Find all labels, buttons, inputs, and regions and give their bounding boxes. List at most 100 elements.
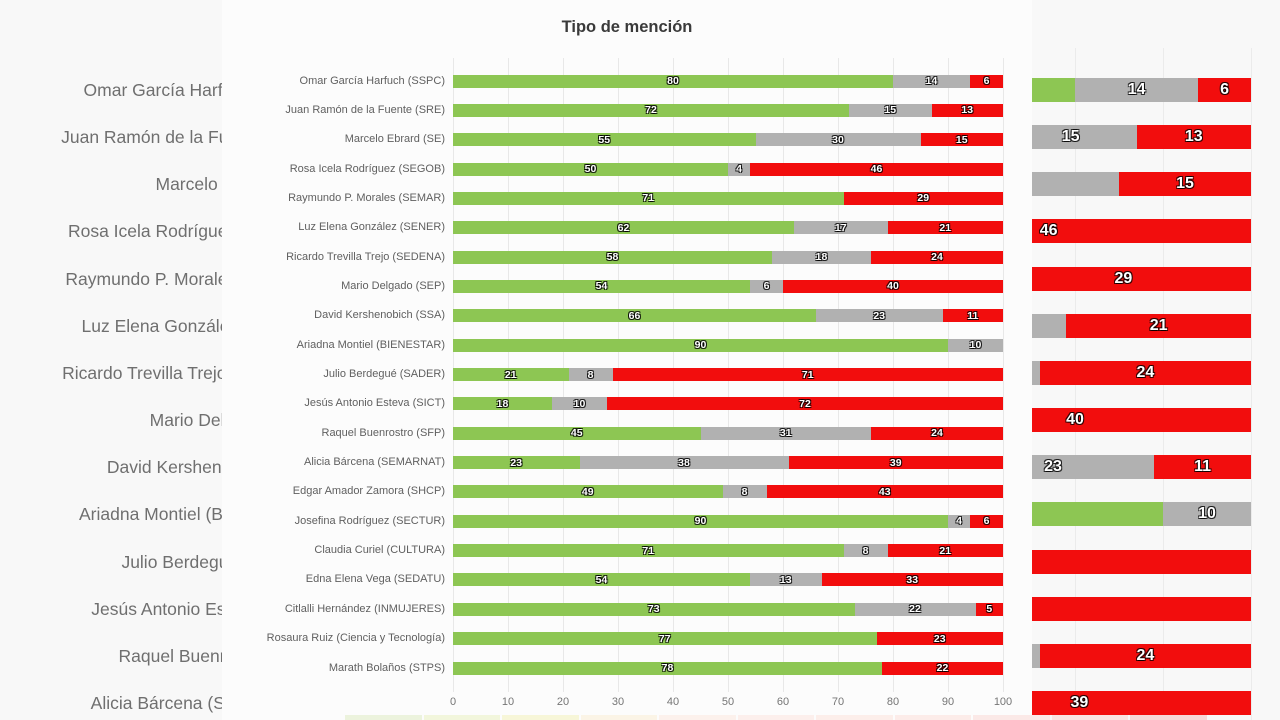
bar-segment-gray[interactable]: 8 [568, 368, 613, 381]
bar-value-label: 13 [779, 573, 792, 586]
bar-segment-green[interactable]: 78 [453, 661, 882, 675]
bar-value-label: 6 [983, 75, 990, 87]
background-bar-segment-red[interactable]: 29 [995, 266, 1251, 291]
bar-segment-gray[interactable]: 4 [728, 162, 750, 176]
bar-value-label: 8 [741, 485, 748, 498]
x-axis-tick-label: 0 [449, 696, 457, 708]
bar-segment-green[interactable]: 71 [453, 544, 844, 558]
bar-row: 71 8 21 [453, 544, 1003, 558]
bar-segment-red[interactable]: 24 [871, 250, 1003, 264]
bar-value-label: 24 [931, 251, 943, 264]
bar-row: 21 8 71 [453, 368, 1003, 381]
bar-segment-red[interactable]: 43 [766, 485, 1003, 499]
bar-segment-green[interactable]: 18 [453, 397, 552, 411]
bar-segment-green[interactable]: 80 [453, 74, 893, 88]
background-bar-segment-red[interactable]: 21 [1066, 313, 1251, 338]
bar-segment-gray[interactable]: 38 [579, 456, 789, 470]
bar-segment-red[interactable]: 39 [788, 456, 1003, 470]
bar-segment-gray[interactable]: 17 [794, 221, 888, 235]
bar-segment-gray[interactable]: 18 [772, 250, 871, 264]
bar-row: 54 13 33 [453, 573, 1003, 587]
background-bar-segment-gray[interactable]: 14 [1075, 78, 1199, 102]
bar-segment-red[interactable]: 21 [887, 544, 1003, 558]
bar-segment-red[interactable]: 23 [876, 632, 1003, 646]
bar-value-label: 54 [595, 573, 608, 586]
bar-segment-green[interactable]: 58 [453, 250, 772, 264]
bar-segment-red[interactable]: 40 [783, 279, 1003, 293]
bar-segment-red[interactable]: 5 [975, 602, 1003, 616]
category-label: Omar García Harfuch (SSPC) [299, 74, 445, 87]
background-bar-segment-red[interactable]: 6 [1198, 78, 1251, 102]
bar-segment-gray[interactable]: 6 [750, 279, 783, 293]
background-bar-segment-red[interactable]: 11 [1154, 455, 1251, 480]
bar-segment-green[interactable]: 62 [453, 221, 794, 235]
bar-segment-green[interactable]: 50 [453, 162, 728, 176]
bar-segment-red[interactable]: 22 [882, 661, 1003, 675]
bar-row: 80 14 6 [453, 74, 1003, 88]
bar-segment-gray[interactable]: 8 [843, 544, 888, 558]
chart-title: Tipo de mención [561, 18, 693, 36]
bar-segment-gray[interactable]: 13 [750, 573, 822, 587]
bar-value-label: 13 [961, 104, 974, 117]
bar-segment-green[interactable]: 54 [453, 279, 750, 293]
bar-segment-gray[interactable]: 10 [552, 397, 607, 411]
bar-segment-red[interactable]: 29 [843, 191, 1003, 205]
bar-segment-green[interactable]: 45 [453, 426, 701, 440]
bar-segment-gray[interactable]: 4 [948, 514, 970, 528]
bar-segment-red[interactable]: 21 [887, 221, 1003, 235]
bottom-strip-segment [1051, 715, 1128, 720]
bar-segment-green[interactable]: 49 [453, 485, 723, 499]
bar-segment-gray[interactable]: 31 [700, 426, 871, 440]
background-bar-segment-red[interactable]: 15 [1119, 172, 1251, 197]
bar-segment-gray[interactable]: 14 [893, 74, 970, 88]
bar-value-label: 38 [678, 456, 690, 469]
bar-segment-gray[interactable]: 8 [722, 485, 767, 499]
bar-segment-red[interactable]: 6 [970, 74, 1003, 88]
bar-segment-green[interactable]: 66 [453, 309, 816, 323]
bar-value-label: 8 [587, 368, 594, 381]
bar-segment-red[interactable]: 24 [871, 426, 1003, 440]
bar-segment-green[interactable]: 71 [453, 191, 844, 205]
bar-value-label: 18 [496, 397, 509, 410]
bar-value-label: 22 [909, 603, 921, 616]
bar-segment-red[interactable]: 33 [821, 573, 1003, 587]
bar-segment-gray[interactable]: 22 [854, 602, 976, 616]
bar-segment-green[interactable]: 54 [453, 573, 750, 587]
bar-segment-green[interactable]: 55 [453, 133, 756, 147]
category-label: Edgar Amador Zamora (SHCP) [292, 485, 445, 498]
bar-segment-green[interactable]: 21 [453, 368, 569, 381]
bar-value-label: 22 [936, 662, 949, 674]
bar-segment-red[interactable]: 15 [920, 133, 1003, 147]
bar-value-label: 18 [815, 251, 828, 264]
background-bar-segment-red[interactable]: 13 [1136, 125, 1251, 150]
bar-segment-red[interactable]: 72 [607, 397, 1003, 411]
category-label: Luz Elena González (SENER) [298, 221, 445, 234]
bar-segment-red[interactable]: 71 [612, 368, 1003, 381]
background-bar-segment-red[interactable]: 24 [1039, 643, 1251, 668]
bar-value-label: 71 [642, 544, 655, 557]
bar-segment-gray[interactable]: 23 [816, 309, 943, 323]
bar-segment-red[interactable]: 46 [750, 162, 1003, 176]
bar-segment-green[interactable]: 77 [453, 632, 877, 646]
background-bar-value-label: 39 [1070, 693, 1089, 711]
bar-segment-gray[interactable]: 10 [948, 338, 1003, 352]
bar-value-label: 10 [573, 397, 586, 410]
bar-segment-green[interactable]: 73 [453, 602, 855, 616]
bar-segment-gray[interactable]: 15 [849, 103, 932, 117]
bar-segment-green[interactable]: 90 [453, 514, 948, 528]
bar-segment-green[interactable]: 72 [453, 103, 849, 117]
bar-segment-red[interactable]: 6 [970, 514, 1003, 528]
background-bar-segment-red[interactable]: 24 [1039, 360, 1251, 385]
bar-segment-green[interactable]: 90 [453, 338, 948, 352]
bar-segment-green[interactable]: 23 [453, 456, 580, 470]
bar-segment-red[interactable]: 11 [942, 309, 1003, 323]
bar-segment-gray[interactable]: 30 [755, 133, 921, 147]
bar-value-label: 11 [967, 309, 979, 322]
bar-value-label: 31 [779, 427, 792, 440]
background-bar-segment-gray[interactable]: 10 [1163, 502, 1251, 527]
bar-segment-red[interactable]: 13 [931, 103, 1003, 117]
bar-value-label: 14 [925, 75, 938, 87]
bar-value-label: 17 [834, 221, 847, 234]
bar-value-label: 23 [510, 456, 523, 469]
bar-value-label: 43 [878, 485, 891, 498]
